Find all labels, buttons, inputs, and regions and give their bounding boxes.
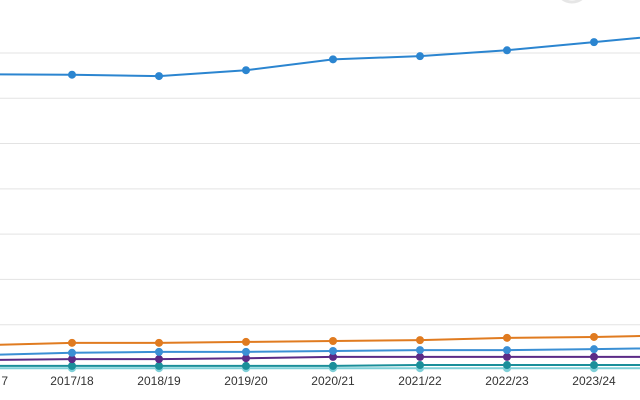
- data-point: [590, 38, 598, 47]
- data-point: [68, 361, 76, 370]
- data-point: [155, 347, 163, 356]
- data-point: [590, 361, 598, 370]
- x-tick-label: 2022/23: [485, 374, 529, 388]
- x-tick-label: 7: [1, 374, 8, 388]
- data-point: [416, 346, 424, 355]
- data-point: [329, 55, 337, 64]
- corner-button[interactable]: [556, 0, 588, 4]
- data-point: [242, 66, 250, 75]
- data-point: [329, 361, 337, 370]
- data-point: [503, 352, 511, 361]
- data-point: [68, 355, 76, 364]
- x-tick-label: 2019/20: [224, 374, 268, 388]
- x-tick-label: 2023/24: [572, 374, 616, 388]
- data-point: [329, 337, 337, 346]
- data-point: [242, 354, 250, 363]
- data-point: [503, 346, 511, 355]
- data-point: [68, 348, 76, 357]
- data-point: [416, 336, 424, 345]
- data-point: [416, 361, 424, 370]
- data-point: [416, 352, 424, 361]
- x-tick-label: 2017/18: [50, 374, 94, 388]
- series-line: [0, 364, 640, 367]
- data-point: [503, 333, 511, 342]
- data-point: [329, 352, 337, 361]
- data-point: [155, 355, 163, 364]
- series-line: [0, 36, 640, 78]
- data-point: [590, 345, 598, 354]
- data-point: [68, 338, 76, 347]
- data-point: [155, 338, 163, 347]
- x-tick-label: 2018/19: [137, 374, 181, 388]
- series-line: [0, 355, 640, 361]
- data-point: [503, 361, 511, 370]
- data-point: [503, 46, 511, 55]
- data-point: [242, 347, 250, 356]
- series-line: [0, 347, 640, 356]
- x-tick-label: 2021/22: [398, 374, 442, 388]
- data-point: [590, 352, 598, 361]
- data-point: [155, 361, 163, 370]
- data-point: [155, 72, 163, 81]
- data-point: [242, 337, 250, 346]
- data-point: [416, 52, 424, 61]
- data-point: [242, 361, 250, 370]
- data-point: [68, 70, 76, 79]
- x-tick-label: 2020/21: [311, 374, 355, 388]
- series-line: [0, 334, 640, 346]
- data-point: [329, 346, 337, 355]
- data-point: [590, 332, 598, 341]
